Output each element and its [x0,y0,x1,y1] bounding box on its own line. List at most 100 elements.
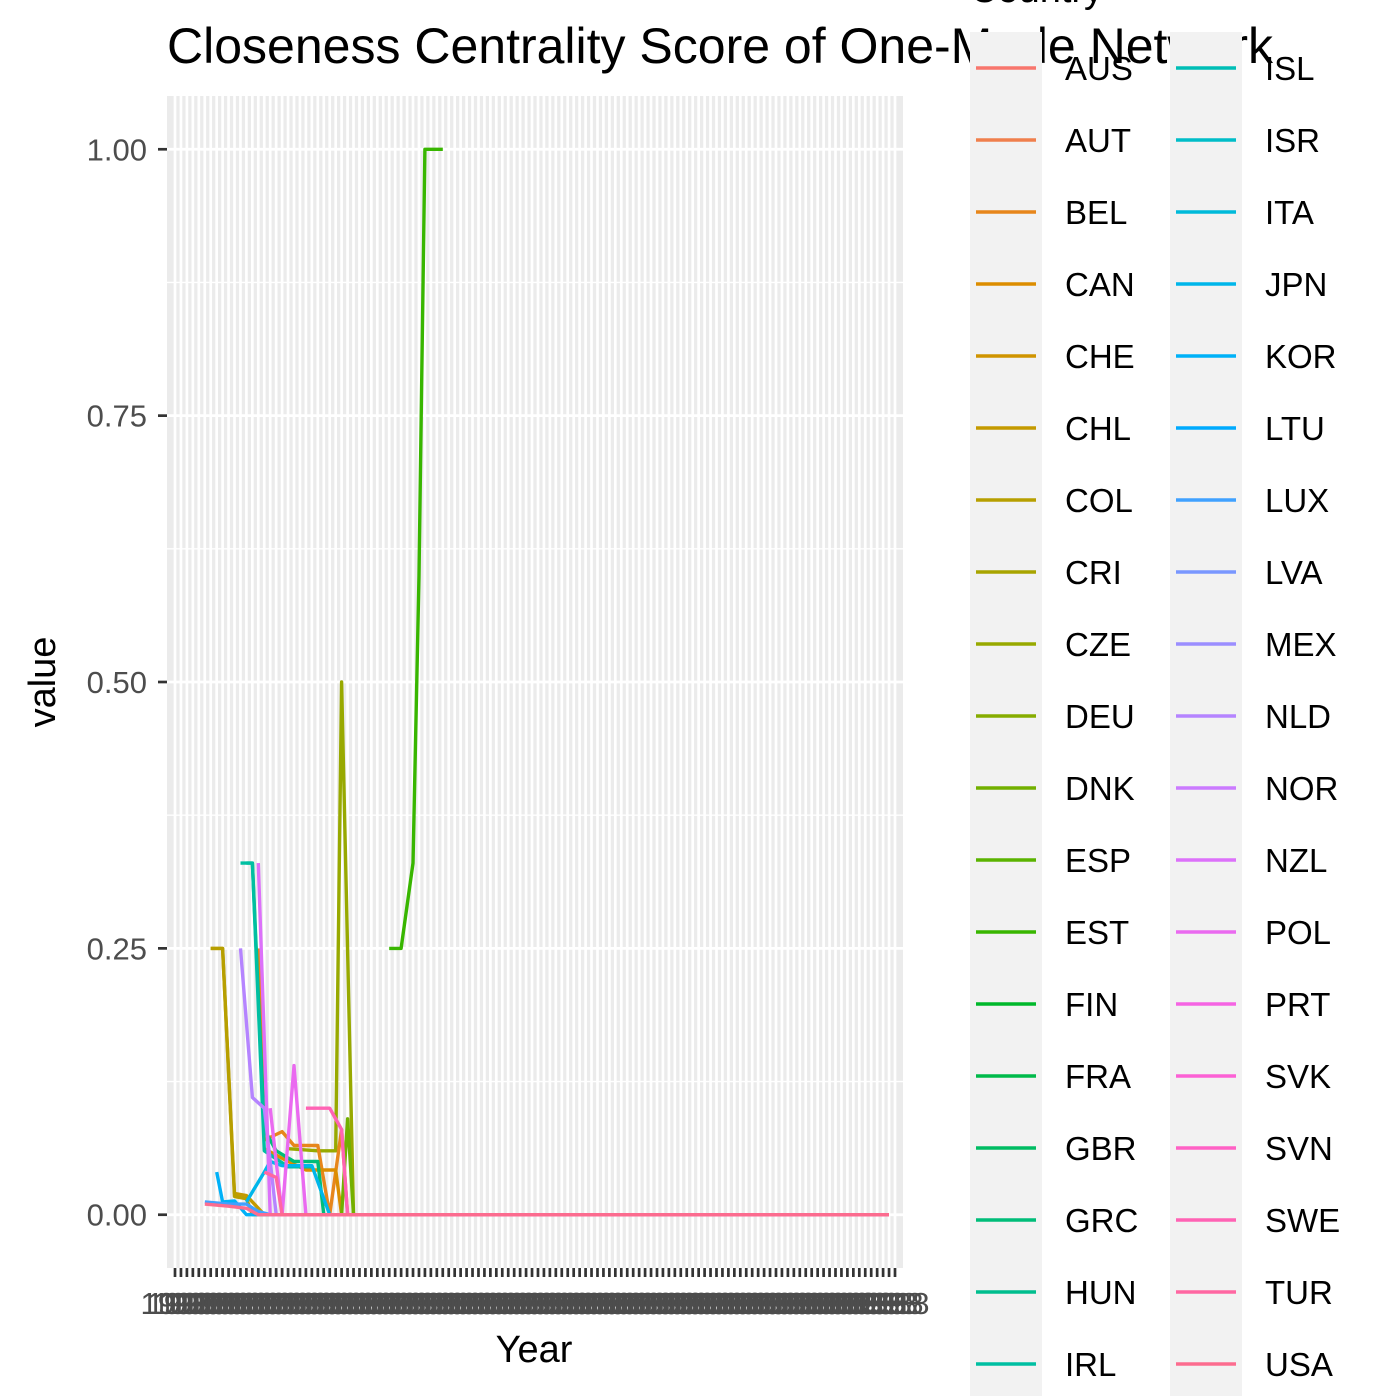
legend-label-jpn: JPN [1265,266,1327,303]
x-tick-label: 1998 [759,1286,828,1321]
legend-label-can: CAN [1065,266,1135,303]
x-tick-label: 1998 [283,1286,352,1321]
x-tick-label: 1998 [492,1286,561,1321]
x-tick-label: 1998 [730,1286,799,1321]
legend-label-isr: ISR [1265,122,1320,159]
x-tick-label: 1998 [688,1286,757,1321]
legend-label-fin: FIN [1065,986,1118,1023]
x-tick-label: 1998 [765,1286,834,1321]
legend-label-swe: SWE [1265,1202,1340,1239]
y-axis-title: value [22,637,64,728]
x-tick-label: 1998 [212,1286,281,1321]
legend-label-kor: KOR [1265,338,1337,375]
x-tick-label: 1998 [628,1286,697,1321]
x-tick-label: 1998 [420,1286,489,1321]
x-tick-label: 1998 [587,1286,656,1321]
x-tick-label: 1998 [319,1286,388,1321]
x-tick-label: 1998 [801,1286,870,1321]
x-tick-label: 1998 [254,1286,323,1321]
x-tick-label: 1998 [248,1286,317,1321]
x-tick-label: 1998 [265,1286,334,1321]
x-tick-label: 1998 [747,1286,816,1321]
x-tick-label: 1998 [825,1286,894,1321]
x-tick-label: 1998 [563,1286,632,1321]
x-tick-label: 1998 [432,1286,501,1321]
x-axis: 1998199819981998199819981998199819981998… [141,1268,930,1321]
y-tick-label: 0.50 [87,665,147,700]
x-tick-label: 1998 [813,1286,882,1321]
series-line-est [389,147,443,951]
x-tick-label: 1998 [188,1286,257,1321]
x-tick-label: 1998 [289,1286,358,1321]
x-tick-label: 1998 [700,1286,769,1321]
x-tick-label: 1998 [373,1286,442,1321]
x-tick-label: 1998 [557,1286,626,1321]
y-axis: 0.00 0.25 0.50 0.75 1.00 [87,132,167,1233]
legend-label-svk: SVK [1265,1058,1331,1095]
legend-label-tur: TUR [1265,1274,1333,1311]
x-tick-label: 1998 [593,1286,662,1321]
x-tick-label: 1998 [325,1286,394,1321]
x-tick-label: 1998 [146,1286,215,1321]
x-tick-label: 1998 [819,1286,888,1321]
legend-label-che: CHE [1065,338,1135,375]
x-tick-label: 1998 [164,1286,233,1321]
x-tick-label: 1998 [230,1286,299,1321]
legend-label-chl: CHL [1065,410,1131,447]
x-tick-label: 1998 [438,1286,507,1321]
legend-label-esp: ESP [1065,842,1131,879]
x-tick-label: 1998 [367,1286,436,1321]
legend-label-gbr: GBR [1065,1130,1137,1167]
legend-label-grc: GRC [1065,1202,1138,1239]
legend: Country AUS AUT BEL CAN CHE CHL COL CRI CZE DEU DN… [970,0,1340,1396]
x-tick-label: 1998 [408,1286,477,1321]
x-tick-label: 1998 [182,1286,251,1321]
legend-label-pol: POL [1265,914,1331,951]
x-tick-label: 1998 [206,1286,275,1321]
x-tick-label: 1998 [849,1286,918,1321]
x-tick-label: 1998 [396,1286,465,1321]
x-tick-label: 1998 [569,1286,638,1321]
x-tick-label: 1998 [384,1286,453,1321]
y-tick-label: 1.00 [87,132,147,167]
x-tick-label: 1998 [218,1286,287,1321]
x-tick-label: 1998 [539,1286,608,1321]
legend-label-mex: MEX [1265,626,1337,663]
x-axis-title: Year [496,1329,573,1371]
x-tick-label: 1998 [236,1286,305,1321]
legend-label-prt: PRT [1265,986,1330,1023]
x-tick-label: 1998 [331,1286,400,1321]
x-tick-label: 1998 [200,1286,269,1321]
x-tick-label: 1998 [141,1286,210,1321]
x-tick-label: 1998 [706,1286,775,1321]
x-tick-label: 1998 [783,1286,852,1321]
x-tick-label: 1998 [646,1286,715,1321]
x-tick-label: 1998 [789,1286,858,1321]
x-tick-label: 1998 [843,1286,912,1321]
legend-label-aut: AUT [1065,122,1131,159]
x-tick-label: 1998 [295,1286,364,1321]
x-tick-label: 1998 [260,1286,329,1321]
x-tick-label: 1998 [402,1286,471,1321]
x-tick-label: 1998 [515,1286,584,1321]
x-tick-label: 1998 [807,1286,876,1321]
x-tick-label: 1998 [658,1286,727,1321]
x-tick-label: 1998 [831,1286,900,1321]
x-tick-label: 1998 [611,1286,680,1321]
legend-label-aus: AUS [1065,50,1133,87]
x-tick-label: 1998 [777,1286,846,1321]
x-tick-label: 2018 [861,1286,930,1321]
x-tick-label: 1998 [837,1286,906,1321]
chart-title: Closeness Centrality Score of One-Mode N… [167,18,1274,74]
series-lines [204,147,889,1217]
x-tick-label: 1998 [551,1286,620,1321]
x-tick-label: 1998 [617,1286,686,1321]
x-tick-label: 1998 [152,1286,221,1321]
x-tick-label: 1998 [313,1286,382,1321]
x-tick-label: 1998 [361,1286,430,1321]
x-tick-label: 1998 [355,1286,424,1321]
x-tick-label: 1998 [527,1286,596,1321]
x-tick-label: 1998 [390,1286,459,1321]
x-tick-label: 1998 [379,1286,448,1321]
